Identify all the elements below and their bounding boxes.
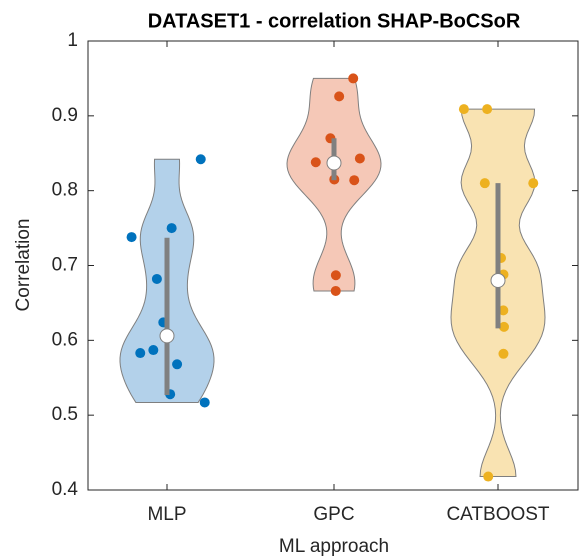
data-point [479, 178, 490, 189]
data-point [498, 305, 509, 316]
data-point [199, 397, 210, 408]
median [159, 328, 175, 344]
data-point [172, 359, 183, 370]
y-tick-label: 0.5 [52, 404, 78, 425]
x-tick-label: MLP [147, 504, 186, 525]
y-tick-label: 0.4 [52, 479, 79, 500]
median [326, 155, 342, 171]
violin [286, 77, 382, 292]
data-point [151, 273, 162, 284]
data-point [348, 73, 359, 84]
y-tick-label: 0.7 [52, 255, 78, 276]
chart-title: DATASET1 - correlation SHAP-BoCSoR [148, 10, 521, 32]
data-point [330, 285, 341, 296]
data-point [482, 104, 493, 115]
y-tick-label: 1 [67, 30, 78, 51]
median [490, 272, 506, 288]
data-point [498, 348, 509, 359]
y-axis-label: Correlation [13, 219, 34, 312]
data-point [349, 175, 360, 186]
data-point [483, 471, 494, 482]
data-point [166, 223, 177, 234]
data-point [354, 153, 365, 164]
data-point [148, 345, 159, 356]
x-tick-label: GPC [313, 504, 354, 525]
data-point [330, 270, 341, 281]
data-point [458, 104, 469, 115]
data-point [334, 91, 345, 102]
data-point [498, 321, 509, 332]
data-point [126, 232, 137, 243]
y-tick-label: 0.9 [52, 105, 78, 126]
x-axis-label: ML approach [279, 536, 389, 557]
data-point [195, 154, 206, 165]
data-point [528, 178, 539, 189]
y-tick-label: 0.6 [52, 329, 78, 350]
x-tick-label: CATBOOST [446, 504, 549, 525]
y-tick-label: 0.8 [52, 180, 78, 201]
data-point [310, 157, 321, 168]
data-point [135, 348, 146, 359]
